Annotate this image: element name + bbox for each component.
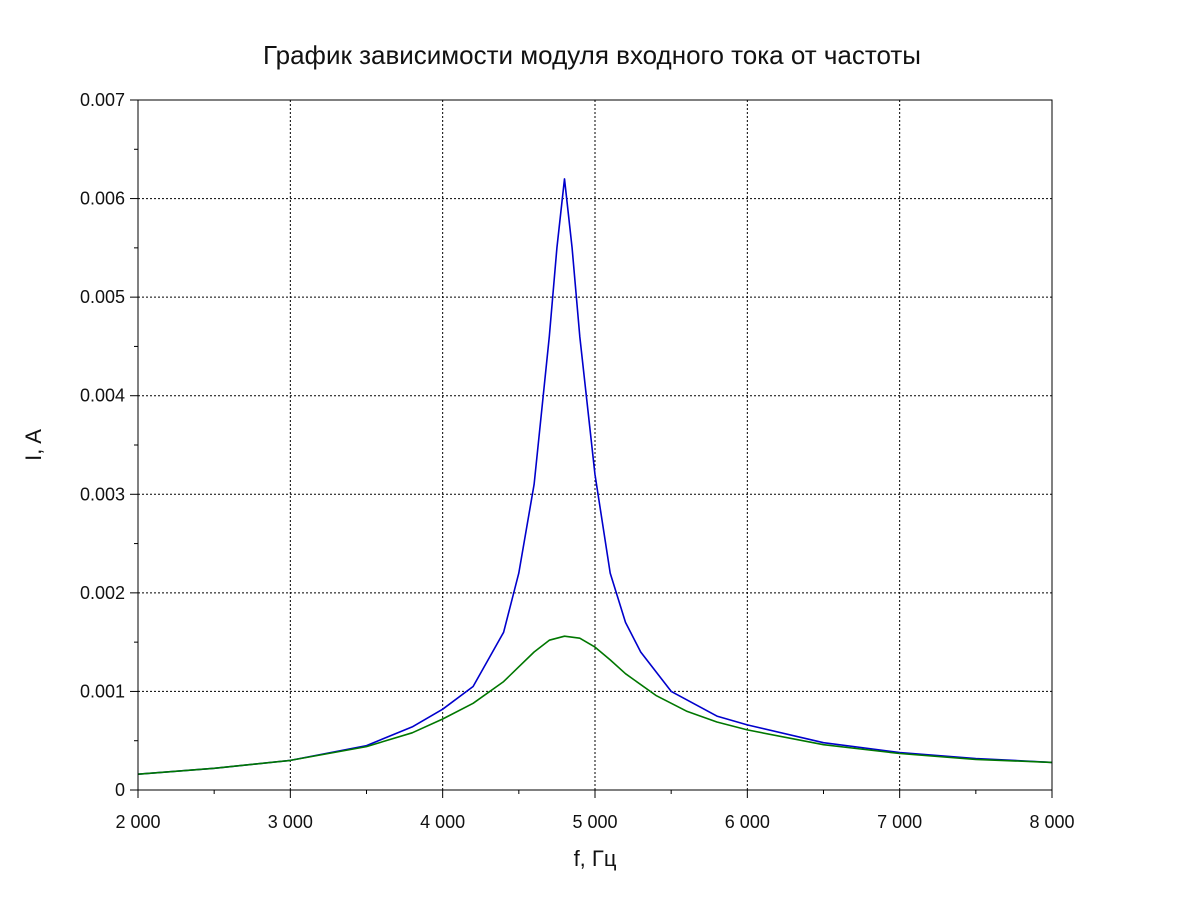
x-tick-label: 8 000 [1029, 812, 1074, 832]
chart-title: График зависимости модуля входного тока … [263, 40, 921, 70]
series-line-1 [137, 178, 1053, 775]
x-tick-label: 5 000 [572, 812, 617, 832]
y-axis-label: I, A [21, 429, 46, 461]
x-tick-label: 7 000 [877, 812, 922, 832]
y-tick-label: 0.007 [80, 90, 125, 110]
y-tick-label: 0.001 [80, 681, 125, 701]
y-tick-label: 0.003 [80, 484, 125, 504]
series-line-2 [137, 635, 1053, 775]
x-axis-label: f, Гц [573, 846, 617, 871]
x-tick-label: 4 000 [420, 812, 465, 832]
y-tick-label: 0.006 [80, 189, 125, 209]
x-tick-label: 3 000 [268, 812, 313, 832]
y-tick-label: 0.005 [80, 287, 125, 307]
x-tick-label: 2 000 [115, 812, 160, 832]
y-tick-label: 0 [115, 780, 125, 800]
y-tick-label: 0.004 [80, 386, 125, 406]
y-tick-label: 0.002 [80, 583, 125, 603]
x-tick-label: 6 000 [725, 812, 770, 832]
